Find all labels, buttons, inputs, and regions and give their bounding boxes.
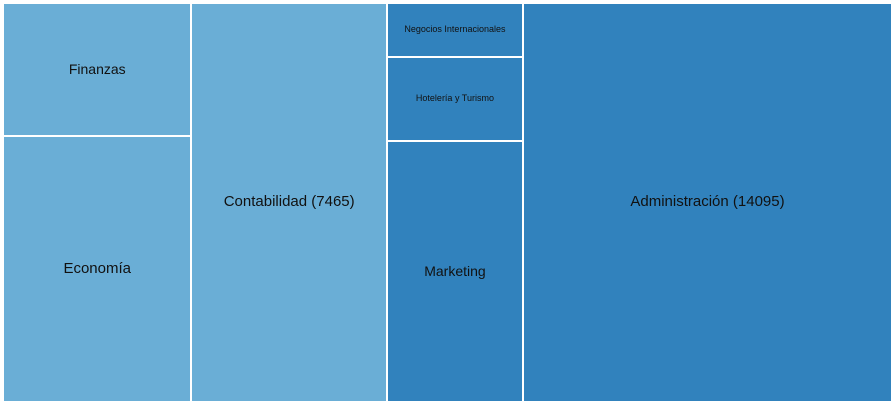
treemap-tile-label: Contabilidad (7465) — [224, 194, 355, 211]
treemap-tile-administracion[interactable]: Administración (14095) — [523, 3, 892, 402]
treemap-tile-label: Economía — [63, 261, 131, 278]
treemap-tile-contabilidad[interactable]: Contabilidad (7465) — [191, 3, 386, 402]
treemap-tile-label: Negocios Internacionales — [404, 25, 505, 35]
treemap-tile-hoteleria-y-turismo[interactable]: Hotelería y Turismo — [387, 57, 523, 141]
treemap-tile-finanzas[interactable]: Finanzas — [3, 3, 191, 136]
treemap-tile-label: Finanzas — [69, 62, 126, 77]
treemap-tile-label: Hotelería y Turismo — [416, 94, 494, 104]
treemap-tile-economia[interactable]: Economía — [3, 136, 191, 402]
treemap-tile-marketing[interactable]: Marketing — [387, 141, 523, 402]
treemap-tile-label: Administración (14095) — [630, 194, 784, 211]
treemap-tile-label: Marketing — [424, 264, 485, 279]
treemap-tile-negocios-internacionales[interactable]: Negocios Internacionales — [387, 3, 523, 57]
